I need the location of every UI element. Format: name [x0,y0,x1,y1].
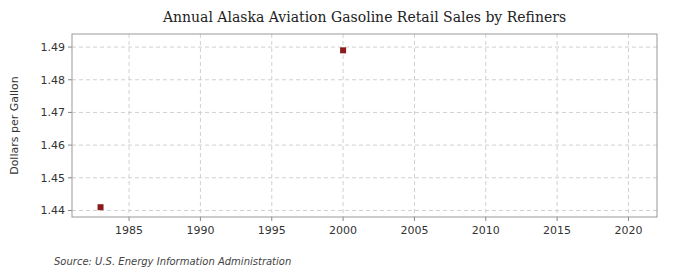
point [98,204,104,210]
x-tick-label: 1995 [258,224,286,237]
x-tick [414,217,415,221]
x-tick [343,217,344,221]
x-tick [129,217,130,221]
source-note: Source: U.S. Energy Information Administ… [54,256,291,267]
y-tick-label: 1.48 [41,74,66,87]
x-tick-label: 1990 [186,224,214,237]
y-grid-line [72,112,657,113]
x-tick-label: 2015 [543,224,571,237]
plot-frame [72,34,657,217]
x-grid-line [129,34,130,217]
y-tick [68,177,72,178]
title: Annual Alaska Aviation Gasoline Retail S… [162,9,566,25]
x-tick [557,217,558,221]
y-tick [68,210,72,211]
x-tick-label: 1985 [115,224,143,237]
y-tick-label: 1.47 [41,106,66,119]
x-grid-line [557,34,558,217]
y-grid-line [72,79,657,80]
x-tick-label: 2000 [329,224,357,237]
x-tick [271,217,272,221]
chart: 1985 1990 1995 2000 2005 2010 2015 2020 1.44 1.45… [0,0,675,275]
y-tick [68,112,72,113]
x-tick [485,217,486,221]
x-grid-line [271,34,272,217]
x-grid-line [485,34,486,217]
x-grid-line [200,34,201,217]
x-grid-line [414,34,415,217]
axes: 1985 1990 1995 2000 2005 2010 2015 2020 1.44 1.45… [41,34,658,237]
x-tick-label: 2005 [400,224,428,237]
grid [72,34,657,217]
y-tick-label: 1.45 [41,172,66,185]
y-tick [68,145,72,146]
y-tick-label: 1.49 [41,41,66,54]
y-tick-label: 1.46 [41,139,66,152]
y-tick [68,79,72,80]
y-axis-label: Dollars per Gallon [8,76,21,175]
y-grid-line [72,145,657,146]
y-grid-line [72,177,657,178]
y-grid-line [72,47,657,48]
y-tick [68,47,72,48]
y-tick-label: 1.44 [41,204,66,217]
x-tick [628,217,629,221]
y-grid-line [72,210,657,211]
x-tick-label: 2010 [472,224,500,237]
x-grid-line [628,34,629,217]
points [98,47,347,210]
x-tick [200,217,201,221]
x-grid-line [343,34,344,217]
x-tick-label: 2020 [614,224,642,237]
point [340,47,346,53]
